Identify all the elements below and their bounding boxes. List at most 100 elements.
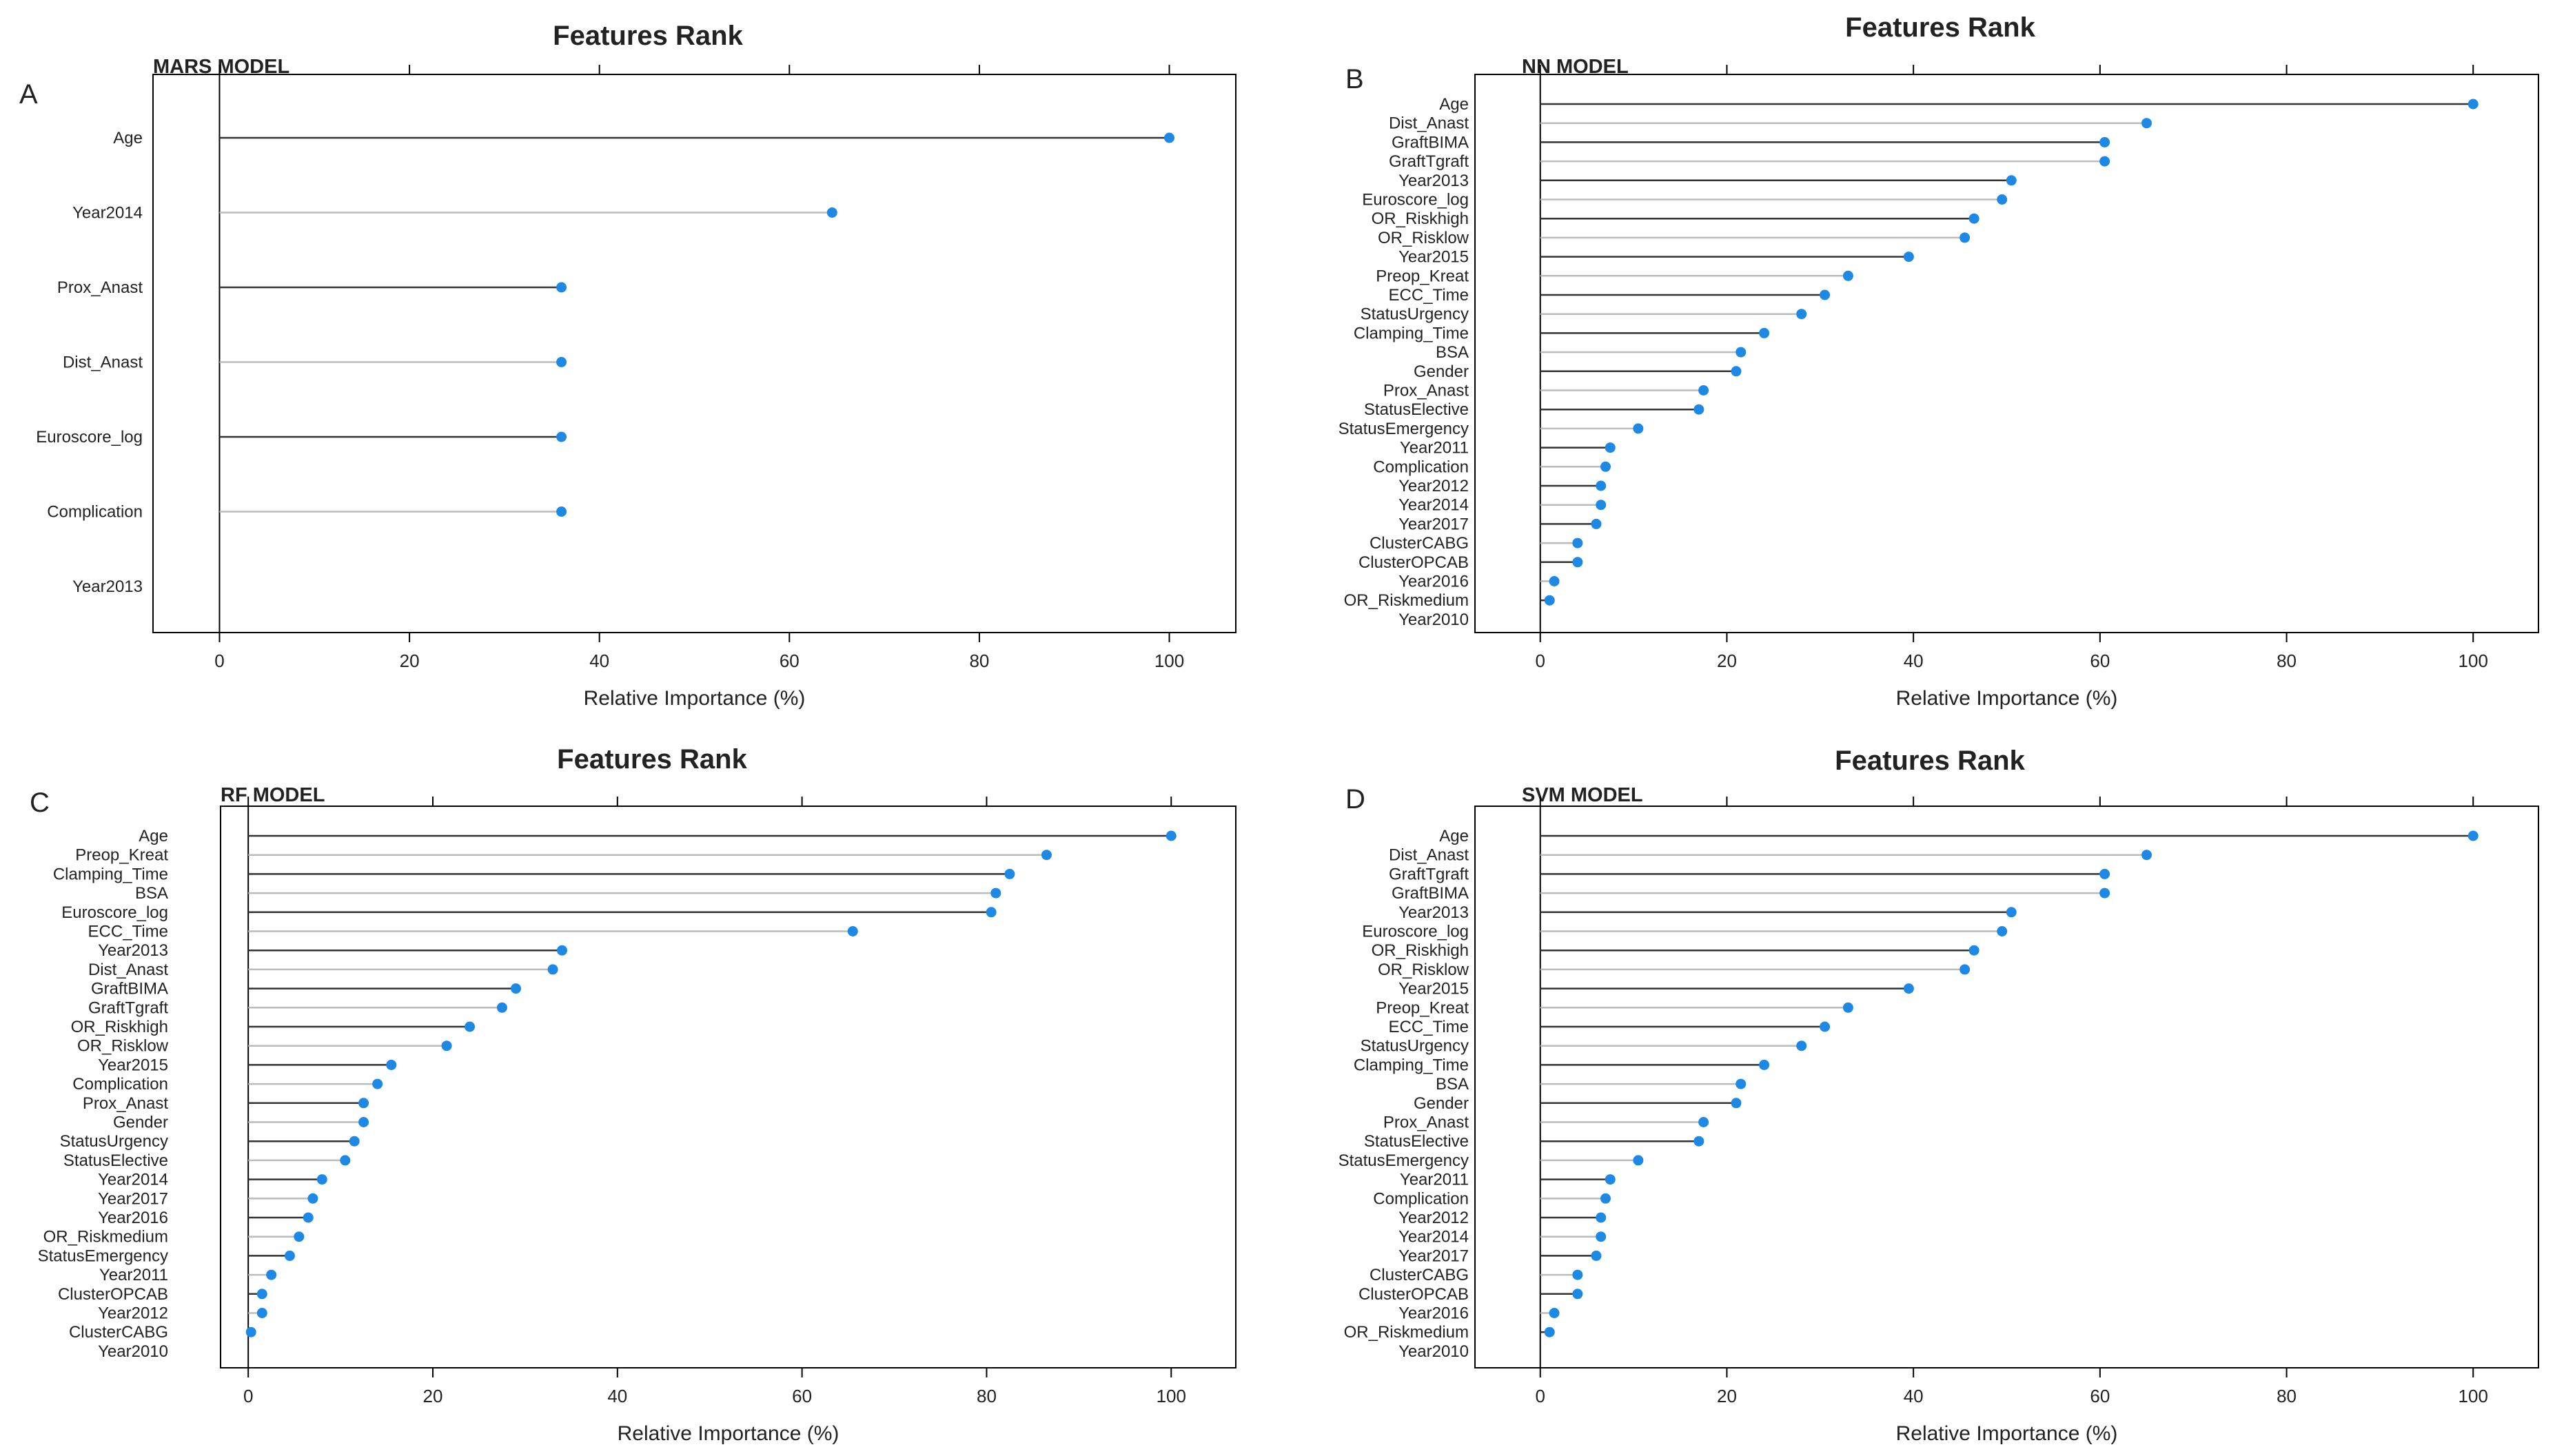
point-ecc-time (847, 926, 858, 936)
point-clusteropcab (256, 1289, 267, 1300)
point-prox-anast (1698, 1117, 1709, 1127)
feature-label-or-riskmedium: OR_Riskmedium (1344, 1323, 1469, 1342)
feature-label-year2011: Year2011 (99, 1266, 168, 1284)
x-tick-label: 80 (2277, 650, 2297, 671)
x-tick-label: 80 (2277, 1386, 2297, 1406)
feature-label-clusteropcab: ClusterOPCAB (1358, 553, 1469, 572)
point-age (1164, 132, 1175, 143)
point-statusemergency (1633, 423, 1644, 434)
point-gender (358, 1117, 369, 1127)
point-or-risklow (1959, 964, 1971, 975)
x-axis-label: Relative Importance (%) (1896, 1422, 2118, 1445)
panel-letter: A (19, 79, 38, 110)
point-prox-anast (358, 1098, 369, 1109)
point-clamping-time (1759, 327, 1770, 338)
point-ecc-time (1820, 1021, 1831, 1032)
panel-title: Features Rank (557, 744, 747, 775)
feature-label-year2014: Year2014 (72, 204, 143, 223)
x-tick-label: 0 (243, 1386, 253, 1406)
feature-label-clustercabg: ClusterCABG (69, 1323, 168, 1342)
point-graftbima (2099, 136, 2110, 147)
point-preop-kreat (1041, 850, 1052, 861)
point-grafttgraft (2099, 156, 2110, 167)
point-dist-anast (547, 964, 558, 975)
feature-label-complication: Complication (47, 503, 143, 522)
feature-label-bsa: BSA (1436, 343, 1469, 362)
plot-frame (1474, 74, 2539, 633)
feature-label-year2012: Year2012 (98, 1304, 168, 1323)
feature-label-statuselective: StatusElective (63, 1151, 168, 1170)
feature-label-graftbima: GraftBIMA (91, 980, 168, 998)
point-dist-anast (556, 357, 567, 367)
feature-label-year2010: Year2010 (1398, 1342, 1469, 1361)
panel-title: Features Rank (1835, 746, 2025, 776)
feature-label-grafttgraft: GraftTgraft (1389, 152, 1469, 171)
x-tick-label: 20 (400, 650, 420, 671)
point-year2015 (386, 1059, 397, 1070)
x-tick-label: 0 (214, 650, 224, 671)
point-gender (1731, 1098, 1742, 1109)
point-complication (556, 506, 567, 517)
point-graftbima (2099, 888, 2110, 899)
feature-label-bsa: BSA (1436, 1075, 1469, 1094)
feature-label-or-risklow: OR_Risklow (1378, 961, 1469, 979)
feature-label-year2013: Year2013 (98, 941, 168, 960)
point-clustercabg (1572, 1269, 1583, 1280)
point-complication (372, 1078, 383, 1089)
x-tick-label: 40 (1904, 1386, 1924, 1406)
point-year2012 (256, 1308, 267, 1318)
x-tick-label: 0 (1536, 650, 1545, 671)
feature-label-age: Age (113, 129, 143, 147)
feature-label-statuselective: StatusElective (1364, 400, 1469, 419)
feature-label-year2012: Year2012 (1398, 477, 1469, 495)
point-year2017 (1591, 1250, 1602, 1261)
point-year2011 (1605, 442, 1616, 453)
point-or-risklow (441, 1040, 452, 1052)
feature-label-statusemergency: StatusEmergency (1338, 1151, 1469, 1170)
feature-label-or-risklow: OR_Risklow (1378, 229, 1469, 247)
point-or-riskmedium (1544, 1326, 1555, 1337)
feature-label-graftbima: GraftBIMA (1392, 133, 1469, 152)
point-year2012 (1596, 1212, 1607, 1223)
feature-label-gender: Gender (1414, 362, 1469, 381)
point-preop-kreat (1842, 270, 1853, 281)
feature-label-year2012: Year2012 (1398, 1209, 1469, 1227)
feature-label-clustercabg: ClusterCABG (1370, 1266, 1469, 1284)
point-grafttgraft (2099, 868, 2110, 879)
point-year2014 (1596, 1231, 1607, 1242)
feature-label-prox-anast: Prox_Anast (57, 278, 143, 297)
x-tick-label: 100 (1157, 1386, 1186, 1406)
panel-d: Features Rank SVM MODEL D 0 20 40 60 80 100 Relat… (1338, 746, 2539, 1445)
feature-label-ecc-time: ECC_Time (88, 923, 168, 941)
feature-label-clamping-time: Clamping_Time (1354, 1056, 1469, 1074)
panel-letter: D (1345, 784, 1365, 814)
feature-label-dist-anast: Dist_Anast (63, 353, 143, 372)
feature-label-dist-anast: Dist_Anast (1389, 846, 1469, 865)
point-year2012 (1596, 480, 1607, 491)
x-tick-label: 0 (1536, 1386, 1545, 1406)
point-age (1165, 830, 1177, 841)
point-bsa (1735, 1078, 1747, 1089)
panel-title: Features Rank (1845, 12, 2035, 43)
point-clustercabg (245, 1326, 256, 1337)
point-age (2467, 99, 2478, 110)
point-statuselective (1693, 404, 1704, 415)
feature-label-or-riskhigh: OR_Riskhigh (71, 1018, 168, 1036)
feature-label-year2015: Year2015 (1398, 248, 1469, 267)
point-year2013 (2006, 907, 2017, 918)
point-or-riskmedium (1544, 595, 1555, 606)
x-axis-label: Relative Importance (%) (1896, 687, 2118, 710)
point-graftbima (511, 983, 522, 994)
feature-label-year2014: Year2014 (1398, 496, 1469, 515)
point-prox-anast (556, 282, 567, 293)
feature-label-or-riskhigh: OR_Riskhigh (1372, 941, 1469, 960)
feature-label-statuselective: StatusElective (1364, 1132, 1469, 1151)
point-year2014 (826, 207, 837, 218)
x-tick-label: 80 (969, 650, 989, 671)
point-clamping-time (1004, 868, 1015, 879)
point-prox-anast (1698, 385, 1709, 396)
feature-label-year2013: Year2013 (1398, 172, 1469, 190)
panel-letter: B (1345, 64, 1364, 94)
